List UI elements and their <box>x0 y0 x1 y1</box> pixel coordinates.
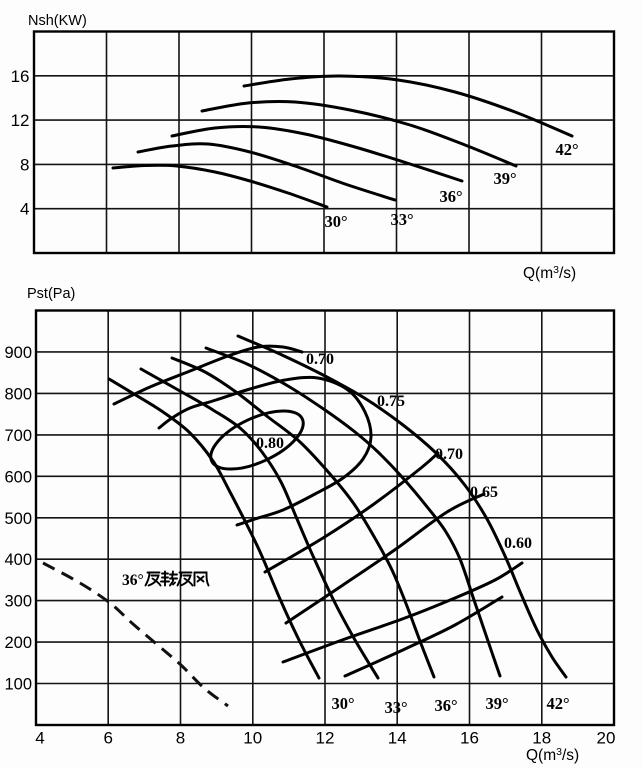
svg-text:39°: 39° <box>493 169 516 188</box>
svg-text:10: 10 <box>243 729 262 748</box>
svg-text:12: 12 <box>11 111 30 130</box>
svg-text:16: 16 <box>460 729 479 748</box>
svg-text:300: 300 <box>4 593 32 611</box>
svg-text:30°: 30° <box>324 212 347 231</box>
svg-text:100: 100 <box>4 676 32 694</box>
svg-text:0.70: 0.70 <box>306 351 334 368</box>
svg-text:4: 4 <box>20 200 29 219</box>
svg-text:4: 4 <box>35 729 44 748</box>
svg-text:Q(m3/s): Q(m3/s) <box>523 264 576 282</box>
svg-text:42°: 42° <box>546 694 569 713</box>
svg-text:16: 16 <box>11 67 30 86</box>
svg-text:700: 700 <box>4 427 32 445</box>
svg-text:0.80: 0.80 <box>256 435 284 452</box>
svg-text:33°: 33° <box>384 698 407 717</box>
svg-text:36°: 36° <box>122 572 144 589</box>
svg-text:Nsh(KW): Nsh(KW) <box>28 13 87 29</box>
svg-text:42°: 42° <box>555 140 578 159</box>
svg-text:8: 8 <box>20 155 29 174</box>
svg-text:0.60: 0.60 <box>504 535 532 552</box>
svg-text:0.75: 0.75 <box>377 393 405 410</box>
svg-text:800: 800 <box>4 385 32 403</box>
svg-text:12: 12 <box>316 729 335 748</box>
svg-text:200: 200 <box>4 634 32 652</box>
svg-text:400: 400 <box>4 551 32 569</box>
svg-text:Q(m3/s): Q(m3/s) <box>526 746 579 764</box>
svg-text:900: 900 <box>4 344 32 362</box>
svg-text:Pst(Pa): Pst(Pa) <box>27 286 75 302</box>
svg-text:6: 6 <box>104 729 113 748</box>
svg-text:0.70: 0.70 <box>435 446 463 463</box>
svg-text:500: 500 <box>4 510 32 528</box>
svg-text:36°: 36° <box>434 696 457 715</box>
svg-text:0.65: 0.65 <box>470 484 498 501</box>
svg-text:18: 18 <box>532 729 551 748</box>
svg-text:30°: 30° <box>331 694 354 713</box>
svg-text:33°: 33° <box>390 210 413 229</box>
svg-text:8: 8 <box>176 729 185 748</box>
svg-text:36°: 36° <box>439 187 462 206</box>
svg-text:600: 600 <box>4 468 32 486</box>
svg-text:20: 20 <box>597 729 616 748</box>
svg-text:14: 14 <box>388 729 407 748</box>
svg-text:39°: 39° <box>485 694 508 713</box>
